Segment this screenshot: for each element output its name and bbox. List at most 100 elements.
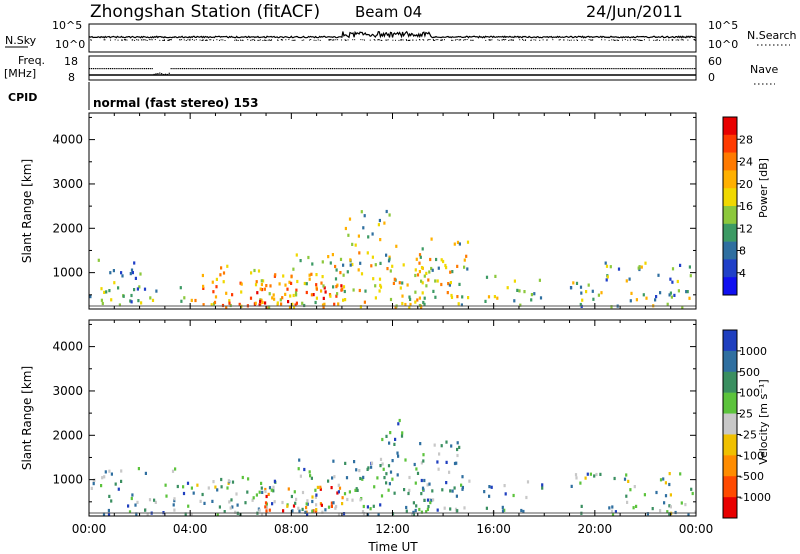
- scatter-cell: [448, 283, 451, 287]
- scatter-cell: [501, 509, 505, 513]
- scatter-cell: [366, 512, 370, 516]
- nsearch-dot: [169, 39, 171, 41]
- scatter-cell: [651, 507, 654, 511]
- nave-dot: [121, 68, 123, 70]
- scatter-cell: [155, 289, 158, 293]
- power-scatter-cells: [89, 209, 696, 310]
- nave-dot: [212, 68, 214, 70]
- nave-dot: [401, 68, 404, 70]
- scatter-cell: [504, 492, 507, 496]
- scatter-cell: [333, 302, 336, 306]
- scatter-cell: [610, 305, 613, 309]
- scatter-cell: [130, 496, 133, 501]
- nave-dot: [677, 68, 679, 70]
- scatter-cell: [434, 279, 437, 283]
- nsearch-dot: [206, 39, 208, 41]
- nsearch-dot: [415, 39, 417, 41]
- scatter-cell: [129, 299, 132, 303]
- scatter-cell: [240, 290, 243, 294]
- velocity-x-axis: 00:00 04:00 08:00 12:00 16:00 20:00 00:00: [72, 320, 713, 536]
- nave-label: Nave: [750, 63, 778, 76]
- nsearch-dot: [429, 39, 431, 41]
- scatter-cell: [456, 441, 459, 445]
- scatter-cell: [644, 261, 647, 265]
- scatter-cell: [593, 474, 596, 478]
- nsearch-dot: [121, 39, 123, 41]
- nave-dot: [582, 68, 584, 70]
- scatter-cell: [334, 277, 338, 281]
- nsearch-dot: [402, 39, 404, 41]
- nave-dot: [620, 68, 622, 70]
- nave-dot: [346, 68, 349, 70]
- scatter-cell: [173, 499, 176, 503]
- nave-dot: [170, 68, 172, 70]
- scatter-cell: [430, 498, 433, 503]
- nave-dot: [500, 68, 502, 70]
- scatter-cell: [455, 494, 458, 498]
- scatter-cell: [342, 512, 346, 516]
- scatter-cell: [354, 243, 357, 247]
- nsearch-dot: [103, 39, 105, 41]
- scatter-cell: [671, 267, 675, 271]
- scatter-cell: [662, 477, 665, 481]
- nave-dot: [494, 68, 497, 70]
- scatter-cell: [339, 271, 342, 275]
- nave-dot: [536, 68, 538, 70]
- scatter-cell: [669, 291, 672, 295]
- scatter-cell: [437, 266, 440, 270]
- scatter-cell: [671, 280, 674, 284]
- scatter-cell: [112, 269, 115, 273]
- nsearch-dot: [374, 39, 376, 41]
- nsearch-dot: [401, 39, 403, 41]
- nsearch-dot: [440, 39, 442, 41]
- scatter-cell: [323, 302, 326, 306]
- scatter-cell: [421, 281, 424, 285]
- nave-dot: [210, 68, 212, 70]
- nsearch-dot: [539, 39, 541, 41]
- power-frame: [88, 112, 697, 310]
- nave-dot: [443, 68, 445, 70]
- nsearch-dot: [601, 39, 603, 41]
- scatter-cell: [379, 457, 383, 461]
- scatter-cell: [666, 302, 669, 306]
- nsearch-dot: [280, 39, 282, 41]
- nave-dot: [532, 68, 535, 70]
- scatter-cell: [581, 298, 584, 302]
- scatter-cell: [228, 299, 231, 303]
- colorbar-tick-label: 16: [739, 200, 753, 213]
- nsearch-dot: [640, 39, 642, 41]
- scatter-cell: [579, 481, 582, 485]
- nave-dot: [248, 68, 250, 70]
- nsearch-dot: [259, 39, 261, 41]
- scatter-cell: [654, 298, 657, 302]
- nsearch-dot: [251, 39, 253, 41]
- scatter-cell: [600, 291, 603, 295]
- scatter-cell: [282, 274, 285, 278]
- nsearch-dot: [131, 39, 133, 41]
- nave-dot: [513, 68, 516, 70]
- scatter-cell: [404, 302, 407, 307]
- nave-dot: [517, 68, 519, 70]
- scatter-cell: [440, 282, 443, 287]
- scatter-cell: [436, 279, 439, 283]
- scatter-cell: [380, 494, 384, 498]
- scatter-cell: [255, 280, 258, 284]
- nave-dot: [314, 68, 316, 70]
- scatter-cell: [625, 473, 628, 477]
- nave-dot: [502, 68, 504, 70]
- nsearch-dot: [202, 39, 204, 41]
- nave-dot: [136, 68, 138, 70]
- nave-dot: [489, 68, 491, 70]
- scatter-cell: [418, 270, 421, 274]
- scatter-cell: [461, 295, 464, 299]
- nsearch-dot: [317, 39, 319, 41]
- scatter-cell: [362, 504, 365, 509]
- scatter-cell: [330, 486, 333, 490]
- scatter-cell: [332, 285, 335, 289]
- scatter-cell: [265, 284, 268, 288]
- nave-dot: [371, 68, 373, 70]
- scatter-cell: [382, 467, 385, 471]
- scatter-cell: [264, 487, 267, 492]
- velocity-x-axis-label: Time UT: [367, 540, 418, 554]
- scatter-cell: [210, 303, 213, 307]
